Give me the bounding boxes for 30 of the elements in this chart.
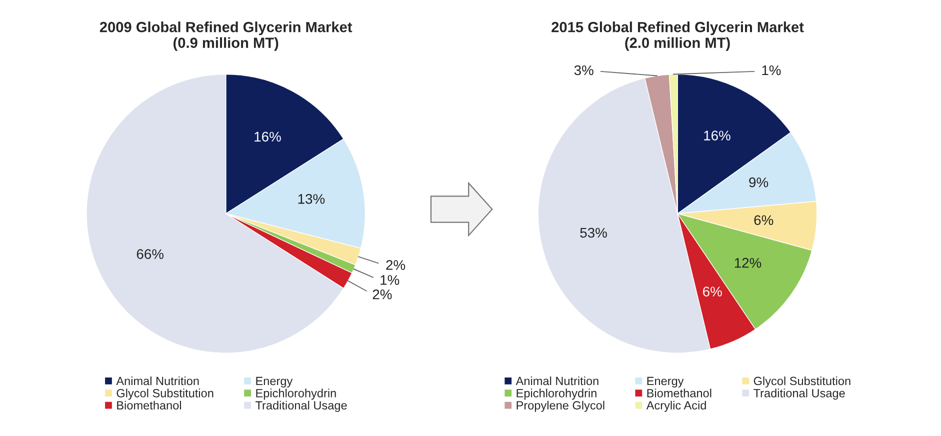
data-label: 16% bbox=[254, 132, 281, 142]
data-label: 2% bbox=[372, 289, 392, 300]
legend-label: Energy bbox=[647, 376, 684, 388]
chart-title: 2015 Global Refined Glycerin Market (2.0 million MT) bbox=[552, 22, 804, 51]
data-label: 66% bbox=[136, 249, 164, 260]
data-label: 1% bbox=[762, 65, 781, 76]
legend-label: Animal Nutrition bbox=[116, 376, 199, 386]
legend-label: Epichlorohydrin bbox=[516, 388, 596, 400]
legend-label: Glycol Substitution bbox=[116, 388, 214, 400]
data-label: 3% bbox=[574, 65, 594, 76]
legend-label: Biomethanol bbox=[117, 400, 181, 410]
legend-label: Energy bbox=[256, 376, 293, 388]
chart-title: 2009 Global Refined Glycerin Market (0.9 million MT) bbox=[100, 22, 352, 51]
legend-label: Animal Nutrition bbox=[516, 376, 598, 386]
data-label: 53% bbox=[580, 228, 607, 238]
data-label: 6% bbox=[703, 286, 722, 296]
data-label: 9% bbox=[749, 177, 768, 188]
legend-label: Epichlorohydrin bbox=[256, 388, 336, 400]
legend-label: Traditional Usage bbox=[754, 388, 845, 400]
data-label: 6% bbox=[754, 215, 774, 226]
data-label: 1% bbox=[380, 275, 400, 285]
data-label: 12% bbox=[734, 258, 762, 268]
data-label: 2% bbox=[386, 260, 406, 270]
legend-label: Biomethanol bbox=[647, 388, 712, 398]
legend-label: Propylene Glycol bbox=[516, 400, 604, 412]
legend-label: Traditional Usage bbox=[256, 400, 347, 412]
data-label: 13% bbox=[298, 194, 325, 204]
legend-label: Acrylic Acid bbox=[646, 400, 706, 412]
legend-label: Glycol Substitution bbox=[754, 376, 850, 388]
data-label: 16% bbox=[704, 130, 730, 140]
